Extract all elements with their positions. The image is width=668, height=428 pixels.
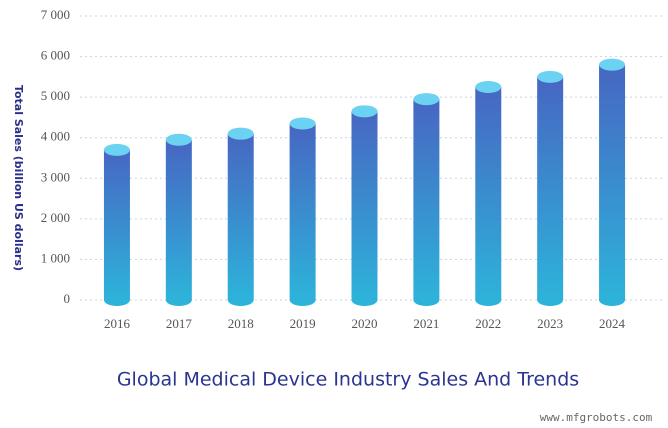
y-tick-label: 3 000	[41, 169, 70, 184]
y-tick-label: 5 000	[41, 88, 70, 103]
y-tick-label: 0	[64, 291, 71, 306]
x-tick-label: 2016	[104, 316, 131, 331]
x-tick-label: 2022	[475, 316, 501, 331]
x-tick-label: 2020	[352, 316, 378, 331]
x-tick-label: 2018	[228, 316, 254, 331]
y-tick-label: 4 000	[41, 129, 70, 144]
bar-cap	[475, 81, 502, 93]
bar	[165, 139, 192, 300]
x-tick-label: 2021	[413, 316, 439, 331]
bar	[599, 64, 626, 300]
y-tick-label: 6 000	[41, 48, 70, 63]
bar-cap	[103, 143, 130, 156]
bar-cap	[351, 105, 378, 118]
watermark: www.mfgrobots.com	[540, 411, 653, 424]
bar	[413, 99, 440, 301]
chart-title: Global Medical Device Industry Sales And…	[117, 369, 579, 391]
bar	[475, 87, 502, 300]
bar	[227, 133, 254, 300]
bar-cap	[537, 70, 564, 83]
x-tick-label: 2024	[599, 316, 626, 331]
bar	[351, 111, 378, 300]
x-tick-label: 2023	[537, 316, 563, 331]
bar	[103, 149, 130, 300]
bar-cap	[413, 93, 440, 106]
y-tick-label: 1 000	[41, 250, 70, 265]
bar	[289, 123, 316, 300]
bar-cap	[227, 127, 254, 140]
x-tick-label: 2019	[290, 316, 316, 331]
y-axis-label: Total Sales (billion US dollars)	[12, 85, 25, 271]
y-tick-label: 2 000	[41, 210, 70, 225]
x-tick-label: 2017	[166, 316, 193, 331]
bar-cap	[289, 117, 316, 130]
bar-cap	[599, 58, 626, 71]
bar	[537, 76, 564, 300]
bar-cap	[165, 133, 192, 146]
y-tick-label: 7 000	[41, 7, 70, 22]
